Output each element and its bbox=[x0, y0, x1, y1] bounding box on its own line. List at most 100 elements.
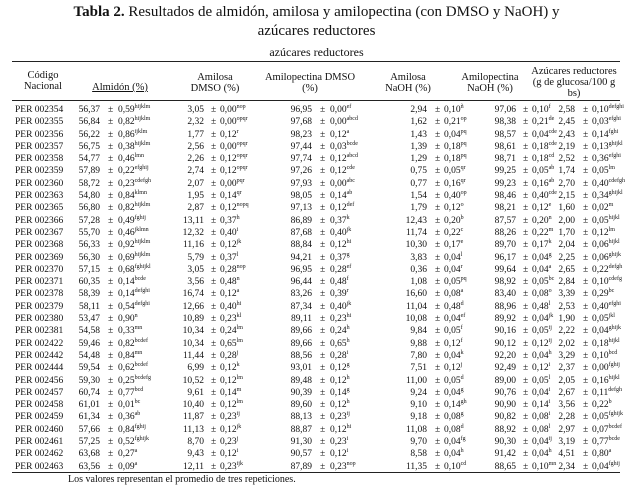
cell-sd-value: 0,00 bbox=[220, 117, 237, 128]
cell-sd-value: 0,12 bbox=[330, 166, 347, 177]
cell-code: PER 002442 bbox=[15, 350, 64, 361]
cell-significance-letters: defghi bbox=[134, 300, 150, 307]
plus-minus-sign: ± bbox=[211, 129, 217, 140]
cell-significance-letters: r bbox=[346, 288, 349, 295]
header-amilopectina-dmso-line2: (%) bbox=[302, 83, 318, 94]
cell-sd: 0,40op bbox=[444, 190, 467, 202]
cell-value: 89,48 bbox=[290, 375, 312, 386]
header-almidon-label: Almidón (%) bbox=[92, 82, 148, 93]
plus-minus-sign: ± bbox=[320, 240, 326, 251]
cell-sd-value: 0,18 bbox=[444, 141, 461, 152]
cell-value: 2,37 bbox=[558, 363, 575, 374]
table-row: PER 002459 61,34 ±0,36ab 11,87 ±0,23ij 88,13 ±… bbox=[12, 411, 623, 423]
cell-value: 91,42 bbox=[494, 449, 516, 460]
cell-value: 0,77 bbox=[410, 178, 427, 189]
cell-value: 2,00 bbox=[558, 215, 575, 226]
cell-sd-value: 0,12 bbox=[330, 400, 347, 411]
cell-sd: 0,48f bbox=[330, 276, 349, 288]
cell-sd: 0,65lm bbox=[220, 337, 243, 350]
plus-minus-sign: ± bbox=[583, 277, 589, 288]
cell-significance-letters: cde bbox=[548, 128, 557, 135]
cell-sd-value: 0,40 bbox=[220, 301, 237, 312]
cell-significance-letters: abcd bbox=[346, 116, 358, 123]
cell-sd-value: 0,36 bbox=[592, 154, 609, 165]
header-amilosa-dmso: Amilosa DMSO (%) bbox=[180, 72, 250, 94]
plus-minus-sign: ± bbox=[583, 350, 589, 361]
cell-value: 1,74 bbox=[558, 166, 575, 177]
table-row: PER 002360 58,72 ±0,23cdefgh 2,07 ±0,00pqr 97… bbox=[12, 178, 625, 190]
plus-minus-sign: ± bbox=[583, 314, 589, 325]
cell-sd: 0,37k bbox=[330, 215, 350, 227]
cell-value: 89,66 bbox=[290, 326, 312, 337]
cell-sd-value: 0,10 bbox=[444, 105, 461, 115]
table-row: PER 002363 54,80 ±0,84klmn 1,95 ±0,14qr 98,05… bbox=[12, 190, 623, 202]
cell-code: PER 002356 bbox=[15, 129, 64, 140]
cell-sd: 0,05lm bbox=[592, 165, 615, 177]
cell-sd-value: 0,14 bbox=[330, 387, 347, 398]
plus-minus-sign: ± bbox=[435, 252, 441, 263]
cell-sd-value: 0,05 bbox=[592, 166, 609, 177]
cell-significance-letters: l bbox=[236, 251, 239, 258]
cell-sd: 0,21op bbox=[444, 116, 467, 128]
plus-minus-sign: ± bbox=[211, 301, 217, 312]
cell-sd: 0,04r bbox=[444, 264, 463, 276]
plus-minus-sign: ± bbox=[211, 437, 217, 448]
cell-sd-value: 0,04 bbox=[532, 314, 549, 325]
cell-significance-letters: mn bbox=[134, 325, 143, 332]
cell-significance-letters: jklmn bbox=[134, 226, 149, 233]
cell-value: 2,26 bbox=[187, 154, 204, 165]
cell-value: 90,82 bbox=[494, 412, 516, 423]
plus-minus-sign: ± bbox=[108, 461, 114, 472]
header-codigo-line1: Código bbox=[27, 70, 59, 81]
plus-minus-sign: ± bbox=[320, 191, 326, 202]
cell-value: 60,35 bbox=[78, 277, 100, 288]
cell-sd-value: 0,12 bbox=[220, 129, 237, 140]
plus-minus-sign: ± bbox=[320, 289, 326, 300]
cell-sd-value: 0,40 bbox=[592, 178, 609, 189]
plus-minus-sign: ± bbox=[523, 105, 529, 115]
cell-code: PER 002357 bbox=[15, 141, 64, 152]
cell-value: 98,38 bbox=[494, 117, 516, 128]
cell-sd-value: 0,05 bbox=[532, 375, 549, 386]
cell-sd: 0,14defghi bbox=[118, 288, 150, 300]
cell-value: 57,66 bbox=[78, 424, 100, 435]
plus-minus-sign: ± bbox=[435, 277, 441, 288]
cell-significance-letters: efghij bbox=[134, 165, 149, 172]
table-body: PER 002354 56,37 ±0,59hijklm 3,05 ±0,00nop 96… bbox=[12, 104, 625, 473]
cell-sd: 0,22c bbox=[444, 227, 463, 239]
cell-sd: 0,10f bbox=[532, 104, 551, 116]
plus-minus-sign: ± bbox=[435, 412, 441, 423]
table-row: PER 002462 63,68 ±0,27a 9,43 ±0,12i 90,57 ±0,1… bbox=[12, 448, 620, 460]
cell-sd: 0,82hijklm bbox=[118, 116, 150, 128]
cell-value: 9,84 bbox=[410, 326, 427, 337]
cell-value: 2,02 bbox=[558, 338, 575, 349]
cell-sd-value: 0,12 bbox=[330, 375, 347, 386]
cell-sd-value: 0,40 bbox=[444, 191, 461, 202]
cell-significance-letters: e bbox=[548, 202, 552, 209]
plus-minus-sign: ± bbox=[320, 437, 326, 448]
plus-minus-sign: ± bbox=[583, 375, 589, 386]
cell-significance-letters: h bbox=[236, 214, 240, 221]
cell-value: 1,95 bbox=[187, 191, 204, 202]
table-row: PER 002365 56,80 ±0,82hijklm 2,87 ±0,12nopq 9… bbox=[12, 202, 620, 214]
plus-minus-sign: ± bbox=[108, 314, 114, 325]
plus-minus-sign: ± bbox=[523, 350, 529, 361]
cell-sd: 0,00abc bbox=[330, 178, 355, 190]
cell-value: 59,46 bbox=[78, 338, 100, 349]
table-title: Tabla 2. Resultados de almidón, amilosa … bbox=[0, 3, 633, 22]
cell-significance-letters: defgh bbox=[608, 386, 622, 393]
header-azucares-line3: bs) bbox=[567, 88, 581, 99]
cell-code: PER 002368 bbox=[15, 240, 64, 251]
cell-value: 93,01 bbox=[290, 363, 312, 374]
plus-minus-sign: ± bbox=[108, 424, 114, 435]
plus-minus-sign: ± bbox=[435, 203, 441, 214]
cell-sd-value: 0,12 bbox=[220, 240, 237, 251]
cell-sd-value: 0,12 bbox=[444, 203, 461, 214]
cell-sd: 0,40cde bbox=[532, 190, 557, 202]
cell-value: 0,75 bbox=[410, 166, 427, 177]
cell-significance-letters: hi bbox=[346, 239, 352, 246]
cell-value: 59,54 bbox=[78, 363, 100, 374]
cell-sd-value: 0,38 bbox=[118, 141, 135, 152]
cell-significance-letters: g bbox=[346, 251, 350, 258]
cell-significance-letters: op bbox=[460, 189, 467, 196]
